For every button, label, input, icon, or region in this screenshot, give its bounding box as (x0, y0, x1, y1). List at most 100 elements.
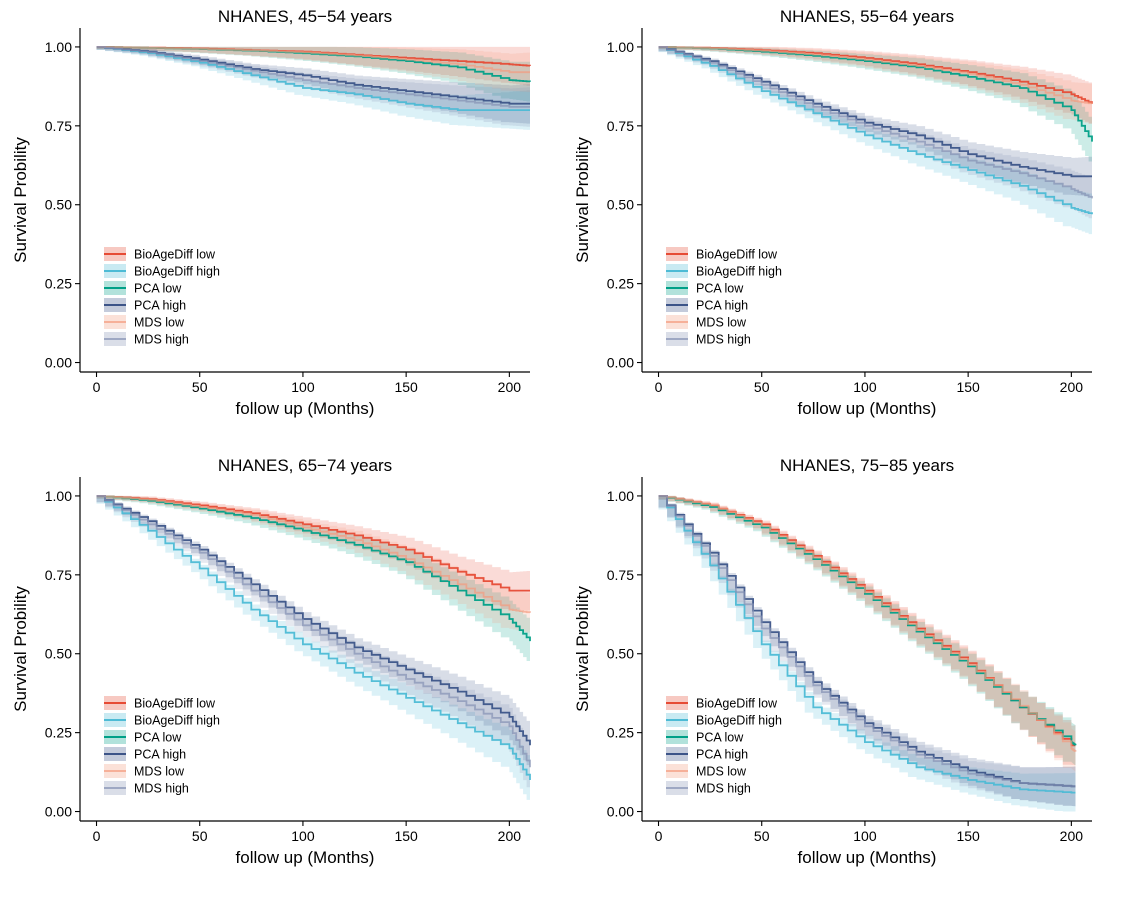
curve-mds-low (96, 495, 531, 614)
legend-label: PCA high (134, 748, 186, 762)
band-bioagediff-high (658, 495, 1076, 812)
curve-bioagediff-high (658, 46, 1093, 215)
legend-label: BioAgeDiff high (134, 714, 220, 728)
legend-label: BioAgeDiff low (696, 697, 778, 711)
legend-label: PCA low (134, 282, 182, 296)
band-bioagediff-high (96, 495, 530, 800)
legend-item: MDS high (666, 332, 751, 347)
legend-label: MDS high (134, 333, 189, 347)
legend-item: PCA high (104, 747, 186, 762)
y-tick-label: 0.75 (607, 118, 634, 134)
x-tick-label: 0 (93, 828, 101, 844)
x-tick-label: 100 (853, 828, 877, 844)
legend-item: BioAgeDiff low (104, 696, 216, 711)
curve-bioagediff-high (96, 46, 530, 111)
chart-title: NHANES, 55−64 years (780, 7, 954, 26)
survival-curves (96, 46, 531, 111)
y-tick-label: 0.75 (45, 118, 72, 134)
x-tick-label: 50 (754, 379, 770, 395)
km-chart-75-85: NHANES, 75−85 years 0 50 100 150 200 0.00 0.25 0… (573, 456, 1092, 867)
x-tick-label: 150 (956, 379, 980, 395)
y-tick-label: 0.00 (45, 355, 72, 371)
legend-label: PCA high (696, 299, 748, 313)
legend: BioAgeDiff low BioAgeDiff high PCA low PCA … (666, 696, 782, 796)
y-tick-label: 0.25 (607, 725, 634, 741)
curve-pca-high (658, 46, 1092, 178)
y-tick-label: 0.25 (45, 276, 72, 292)
legend-item: MDS high (104, 781, 189, 796)
band-mds-low (658, 46, 1092, 124)
band-bioagediff-low (96, 46, 530, 86)
curve-mds-low (96, 46, 530, 74)
legend: BioAgeDiff low BioAgeDiff high PCA low PCA … (104, 247, 220, 347)
km-chart-55-64: NHANES, 55−64 years 0 50 100 150 200 0.00 0.25 0… (573, 7, 1093, 418)
legend-label: PCA low (696, 731, 744, 745)
x-tick-label: 200 (498, 379, 522, 395)
survival-curves (658, 46, 1093, 215)
panel-75-85: NHANES, 75−85 years 0 50 100 150 200 0.00 0.25 0… (562, 449, 1124, 898)
band-pca-high (658, 495, 1076, 807)
legend-label: MDS high (696, 782, 751, 796)
y-tick-label: 1.00 (607, 488, 634, 504)
curve-mds-low (658, 495, 1077, 752)
x-tick-label: 50 (192, 828, 208, 844)
legend-label: BioAgeDiff low (696, 248, 778, 262)
legend-item: PCA high (666, 298, 748, 313)
y-tick-label: 0.50 (607, 197, 634, 213)
legend-label: BioAgeDiff low (134, 697, 216, 711)
y-tick-label: 0.50 (607, 646, 634, 662)
x-tick-label: 50 (192, 379, 208, 395)
legend-label: MDS high (134, 782, 189, 796)
y-tick-label: 1.00 (45, 488, 72, 504)
legend-item: BioAgeDiff low (666, 696, 778, 711)
legend-item: PCA low (666, 281, 744, 296)
x-tick-label: 100 (291, 828, 315, 844)
y-tick-label: 0.50 (45, 197, 72, 213)
x-tick-label: 0 (655, 828, 663, 844)
legend-item: BioAgeDiff high (666, 264, 782, 279)
x-axis-label: follow up (Months) (798, 399, 937, 418)
curve-mds-high (658, 495, 1076, 788)
legend-item: PCA high (666, 747, 748, 762)
y-tick-label: 0.50 (45, 646, 72, 662)
curve-mds-low (658, 46, 1093, 105)
curve-bioagediff-high (96, 495, 531, 780)
band-mds-high (96, 46, 530, 127)
legend-label: BioAgeDiff high (134, 265, 220, 279)
x-axis-label: follow up (Months) (236, 848, 375, 867)
x-axis-label: follow up (Months) (798, 848, 937, 867)
y-tick-label: 0.00 (607, 355, 634, 371)
legend-item: PCA low (666, 730, 744, 745)
x-tick-label: 0 (655, 379, 663, 395)
legend-label: PCA low (134, 731, 182, 745)
km-chart-65-74: NHANES, 65−74 years 0 50 100 150 200 0.00 0.25 0… (11, 456, 531, 867)
y-tick-label: 0.00 (607, 804, 634, 820)
legend-item: MDS low (666, 764, 747, 779)
curve-mds-high (96, 46, 530, 108)
band-bioagediff-low (658, 46, 1092, 124)
legend-label: PCA high (134, 299, 186, 313)
legend-label: MDS low (696, 316, 747, 330)
legend-label: PCA low (696, 282, 744, 296)
survival-curves (658, 495, 1077, 794)
legend-label: MDS low (134, 765, 185, 779)
legend-item: BioAgeDiff high (104, 713, 220, 728)
y-tick-label: 1.00 (45, 39, 72, 55)
panel-55-64: NHANES, 55−64 years 0 50 100 150 200 0.00 0.25 0… (562, 0, 1124, 449)
band-mds-high (658, 495, 1076, 807)
legend-item: MDS low (666, 315, 747, 330)
legend-item: BioAgeDiff low (666, 247, 778, 262)
x-tick-label: 200 (1060, 828, 1084, 844)
x-tick-label: 150 (956, 828, 980, 844)
survival-curves (96, 495, 531, 780)
y-axis-label: Survival Probility (573, 586, 592, 712)
curve-pca-low (96, 495, 531, 642)
chart-title: NHANES, 75−85 years (780, 456, 954, 475)
legend-label: BioAgeDiff low (134, 248, 216, 262)
y-tick-label: 0.25 (45, 725, 72, 741)
legend-label: PCA high (696, 748, 748, 762)
legend-label: MDS low (696, 765, 747, 779)
legend: BioAgeDiff low BioAgeDiff high PCA low PCA … (104, 696, 220, 796)
x-tick-label: 100 (291, 379, 315, 395)
y-tick-label: 0.25 (607, 276, 634, 292)
